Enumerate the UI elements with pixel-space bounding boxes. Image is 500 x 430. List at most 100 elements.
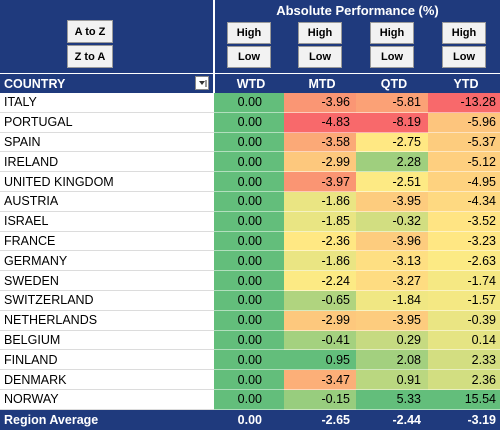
value-cell: 0.00: [214, 291, 284, 311]
footer-cell: 0.00: [214, 409, 284, 430]
country-cell: SPAIN: [0, 133, 214, 153]
value-cell: 0.00: [214, 251, 284, 272]
country-cell: AUSTRIA: [0, 192, 214, 212]
country-cell: BELGIUM: [0, 331, 214, 351]
value-cell: -1.74: [428, 271, 500, 291]
column-header[interactable]: QTD: [356, 73, 428, 93]
high-button[interactable]: High: [298, 22, 342, 44]
country-cell: PORTUGAL: [0, 113, 214, 133]
value-cell: -2.99: [284, 152, 356, 173]
country-cell: DENMARK: [0, 370, 214, 390]
value-cell: -13.28: [428, 93, 500, 113]
filter-glyph: [199, 80, 207, 87]
value-cell: -3.97: [284, 172, 356, 192]
high-button[interactable]: High: [370, 22, 414, 44]
footer-cell: -2.65: [284, 409, 356, 430]
value-cell: -1.57: [428, 291, 500, 311]
value-cell: 15.54: [428, 390, 500, 410]
column-header[interactable]: MTD: [284, 73, 356, 93]
value-cell: -3.47: [284, 370, 356, 390]
low-button[interactable]: Low: [227, 46, 271, 68]
value-cell: 2.08: [356, 350, 428, 371]
value-cell: -0.41: [284, 330, 356, 351]
filter-icon[interactable]: [195, 76, 209, 90]
value-cell: -5.12: [428, 152, 500, 173]
value-cell: 0.00: [214, 112, 284, 133]
value-cell: 0.00: [214, 271, 284, 291]
low-button[interactable]: Low: [370, 46, 414, 68]
country-cell: FINLAND: [0, 350, 214, 371]
value-cell: 0.00: [214, 192, 284, 212]
country-cell: ISRAEL: [0, 212, 214, 232]
value-cell: -5.37: [428, 132, 500, 153]
value-cell: 0.91: [356, 370, 428, 390]
value-cell: 0.00: [214, 330, 284, 351]
value-cell: 5.33: [356, 390, 428, 410]
value-cell: -0.15: [284, 390, 356, 410]
value-cell: 0.00: [214, 390, 284, 410]
country-cell: IRELAND: [0, 152, 214, 173]
value-cell: -3.13: [356, 251, 428, 272]
column-header[interactable]: WTD: [214, 73, 284, 93]
value-cell: -2.36: [284, 231, 356, 252]
high-button[interactable]: High: [227, 22, 271, 44]
value-cell: -5.81: [356, 93, 428, 113]
value-cell: -2.63: [428, 251, 500, 272]
country-cell: NORWAY: [0, 390, 214, 410]
value-cell: -3.95: [356, 310, 428, 331]
value-cell: -1.86: [284, 192, 356, 212]
sort-button[interactable]: Z to A: [67, 45, 113, 68]
country-cell: FRANCE: [0, 232, 214, 252]
value-cell: 0.00: [214, 310, 284, 331]
low-button[interactable]: Low: [298, 46, 342, 68]
value-cell: -2.24: [284, 271, 356, 291]
value-cell: -4.95: [428, 172, 500, 192]
low-button[interactable]: Low: [442, 46, 486, 68]
footer-cell: Region Average: [0, 409, 214, 430]
value-cell: 0.95: [284, 350, 356, 371]
value-cell: -3.23: [428, 231, 500, 252]
value-cell: -5.96: [428, 112, 500, 133]
value-cell: 0.00: [214, 93, 284, 113]
value-cell: 0.00: [214, 370, 284, 390]
country-cell: ITALY: [0, 93, 214, 113]
country-cell: UNITED KINGDOM: [0, 172, 214, 192]
value-cell: -4.34: [428, 192, 500, 212]
high-button[interactable]: High: [442, 22, 486, 44]
value-cell: 2.36: [428, 370, 500, 390]
value-cell: -1.85: [284, 211, 356, 232]
value-cell: 0.14: [428, 330, 500, 351]
value-cell: -3.52: [428, 211, 500, 232]
value-cell: -1.86: [284, 251, 356, 272]
value-cell: -2.99: [284, 310, 356, 331]
value-cell: -3.27: [356, 271, 428, 291]
value-cell: -0.65: [284, 291, 356, 311]
country-cell: SWITZERLAND: [0, 291, 214, 311]
value-cell: -0.39: [428, 310, 500, 331]
value-cell: -1.84: [356, 291, 428, 311]
sort-button[interactable]: A to Z: [67, 20, 113, 43]
footer-cell: -2.44: [356, 409, 428, 430]
country-cell: SWEDEN: [0, 271, 214, 291]
value-cell: -4.83: [284, 112, 356, 133]
value-cell: 0.00: [214, 132, 284, 153]
value-cell: -3.58: [284, 132, 356, 153]
value-cell: 0.00: [214, 350, 284, 371]
value-cell: 0.29: [356, 330, 428, 351]
value-cell: 0.00: [214, 172, 284, 192]
value-cell: -2.75: [356, 132, 428, 153]
value-cell: 2.33: [428, 350, 500, 371]
value-cell: -2.51: [356, 172, 428, 192]
value-cell: 2.28: [356, 152, 428, 173]
value-cell: 0.00: [214, 152, 284, 173]
value-cell: -8.19: [356, 112, 428, 133]
value-cell: -0.32: [356, 211, 428, 232]
footer-cell: -3.19: [428, 409, 500, 430]
separator: [213, 0, 215, 93]
title: Absolute Performance (%): [276, 3, 439, 18]
value-cell: 0.00: [214, 211, 284, 232]
column-header: COUNTRY: [0, 73, 214, 93]
value-cell: -3.96: [284, 93, 356, 113]
column-header[interactable]: YTD: [428, 73, 500, 93]
